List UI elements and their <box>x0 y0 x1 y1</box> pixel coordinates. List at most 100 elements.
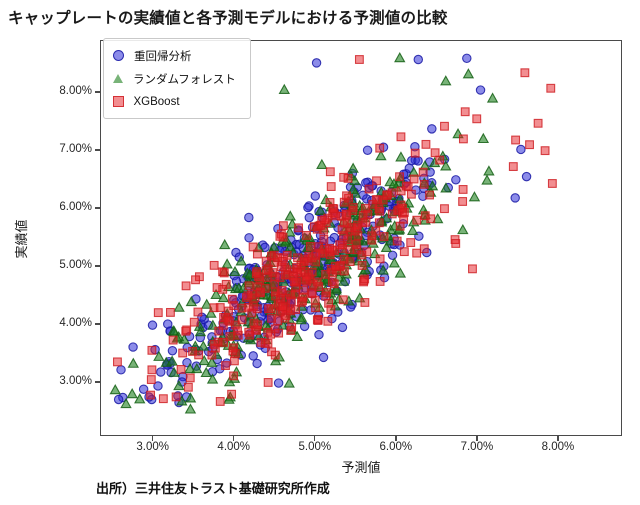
scatter-point <box>146 375 156 385</box>
scatter-point <box>224 306 233 316</box>
scatter-point <box>324 298 334 308</box>
scatter-point <box>440 121 449 131</box>
scatter-point <box>181 281 191 291</box>
scatter-point <box>451 175 461 185</box>
scatter-point <box>475 85 486 95</box>
scatter-point <box>372 176 381 186</box>
scatter-point <box>321 269 331 279</box>
scatter-point <box>176 365 186 374</box>
scatter-point <box>116 365 126 375</box>
scatter-point <box>354 55 364 64</box>
scatter-point <box>313 316 323 325</box>
scatter-point <box>322 288 331 297</box>
scatter-point <box>319 234 329 244</box>
chart-title: キャップレートの実績値と各予測モデルにおける予測値の比較 <box>8 10 448 27</box>
x-tick-mark <box>314 436 316 441</box>
scatter-point <box>342 191 351 201</box>
scatter-point <box>252 304 262 314</box>
legend: 重回帰分析 ランダムフォレスト XGBoost <box>103 38 251 119</box>
scatter-point <box>418 167 428 177</box>
scatter-point <box>375 150 387 161</box>
scatter-point <box>275 273 285 283</box>
scatter-point <box>312 277 322 287</box>
scatter-point <box>266 304 276 314</box>
scatter-point <box>339 254 349 264</box>
scatter-point <box>191 275 200 285</box>
scatter-point <box>248 351 258 361</box>
scatter-point <box>158 394 168 404</box>
scatter-point <box>173 379 185 391</box>
scatter-point <box>348 203 358 212</box>
scatter-plot-svg <box>109 52 557 414</box>
scatter-point <box>263 378 273 387</box>
x-tick-label: 3.00% <box>136 441 169 453</box>
scatter-point <box>521 171 532 182</box>
source-note: 出所）三井住友トラスト基礎研究所作成 <box>96 481 330 496</box>
legend-item-random-forest: ランダムフォレスト <box>113 67 236 90</box>
scatter-point <box>525 140 534 150</box>
scatter-point <box>168 325 180 336</box>
scatter-point <box>244 212 254 223</box>
scatter-point <box>399 214 409 224</box>
scatter-point <box>215 303 225 312</box>
legend-label: XGBoost <box>133 95 180 108</box>
scatter-point <box>458 185 468 194</box>
scatter-point <box>426 214 436 224</box>
scatter-point <box>227 389 237 399</box>
scatter-point <box>194 350 204 360</box>
scatter-point <box>184 362 196 374</box>
scatter-point <box>310 191 321 201</box>
scatter-point <box>357 261 367 270</box>
scatter-point <box>314 329 324 340</box>
scatter-point <box>329 204 339 214</box>
scatter-point <box>270 324 280 334</box>
scatter-point <box>218 284 228 294</box>
scatter-point <box>486 92 499 103</box>
scatter-point <box>360 274 370 284</box>
scatter-point <box>182 325 192 335</box>
x-tick-label: 6.00% <box>379 441 413 453</box>
scatter-point <box>325 243 335 253</box>
scatter-point <box>206 373 219 384</box>
scatter-point <box>178 348 188 358</box>
x-tick-mark <box>395 436 397 441</box>
scatter-point <box>516 144 526 155</box>
scatter-point <box>184 392 197 403</box>
legend-circle-marker-icon <box>113 50 124 61</box>
scatter-point <box>153 308 163 318</box>
scatter-point <box>458 134 468 144</box>
scatter-point <box>394 52 406 63</box>
scatter-point <box>270 279 280 289</box>
scatter-point <box>409 174 419 184</box>
scatter-point <box>302 230 311 240</box>
scatter-point <box>412 215 422 225</box>
scatter-point <box>113 357 122 367</box>
scatter-point <box>270 287 280 297</box>
scatter-point <box>396 200 406 210</box>
scatter-point <box>278 83 291 94</box>
scatter-point <box>318 352 329 363</box>
scatter-point <box>166 307 175 317</box>
scatter-series-2 <box>113 55 557 406</box>
scatter-point <box>235 255 247 266</box>
scatter-point <box>413 54 424 65</box>
scatter-point <box>223 315 233 325</box>
scatter-point <box>367 235 377 245</box>
scatter-point <box>401 181 411 191</box>
scatter-point <box>244 233 254 243</box>
scatter-point <box>457 223 469 235</box>
scatter-point <box>168 366 180 377</box>
scatter-point <box>120 397 132 409</box>
scatter-point <box>546 83 556 93</box>
scatter-point <box>374 204 384 214</box>
plot-area <box>100 40 622 436</box>
scatter-point <box>283 377 295 388</box>
scatter-point <box>468 264 477 274</box>
scatter-point <box>483 165 495 176</box>
scatter-point <box>286 296 296 306</box>
scatter-point <box>191 362 203 374</box>
scatter-point <box>304 212 315 223</box>
scatter-point <box>147 365 157 375</box>
scatter-point <box>362 247 372 257</box>
scatter-point <box>520 68 530 78</box>
